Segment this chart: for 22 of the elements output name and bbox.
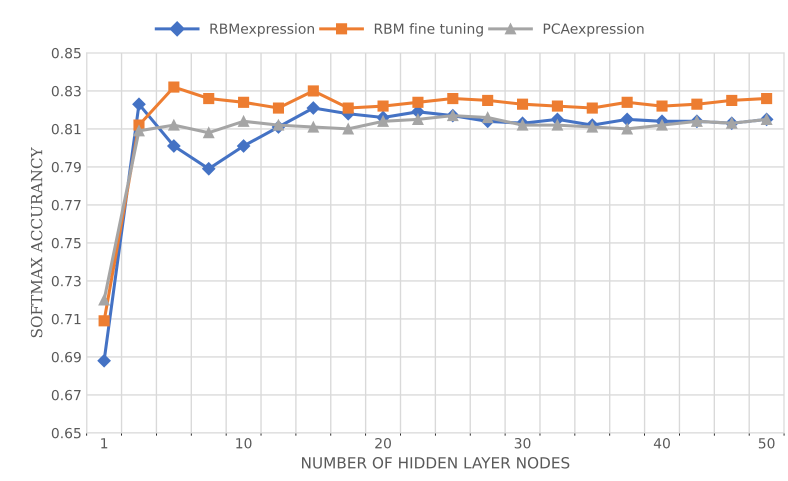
y-tick-label: 0.69 [52, 352, 81, 362]
y-tick-label: 0.65 [52, 428, 81, 438]
x-tick-label: 50 [758, 438, 775, 449]
y-tick-label: 0.75 [52, 238, 81, 248]
y-tick-label: 0.77 [52, 200, 81, 210]
y-tick-label: 0.79 [52, 162, 81, 172]
y-tick-label: 0.67 [52, 390, 81, 400]
x-tick-label: 1 [101, 438, 108, 448]
x-tick-label: 40 [654, 438, 670, 449]
x-axis-title: NUMBER OF HIDDEN LAYER NODES [302, 457, 570, 469]
y-tick-label: 0.73 [52, 276, 81, 286]
y-tick-label: 0.71 [52, 314, 81, 324]
legend-label: PCAexpression [544, 23, 644, 37]
x-tick-label: 30 [514, 438, 530, 449]
y-tick-label: 0.81 [52, 124, 81, 134]
x-tick-label: 20 [375, 438, 391, 449]
legend-label: RBM fine tuning [374, 23, 483, 37]
legend-label: RBMexpression [210, 23, 314, 37]
x-tick-label: 10 [236, 438, 252, 449]
y-axis-title: SOFTMAX ACCURANCY [30, 147, 42, 338]
y-tick-label: 0.85 [52, 48, 81, 58]
y-tick-label: 0.83 [52, 86, 81, 96]
